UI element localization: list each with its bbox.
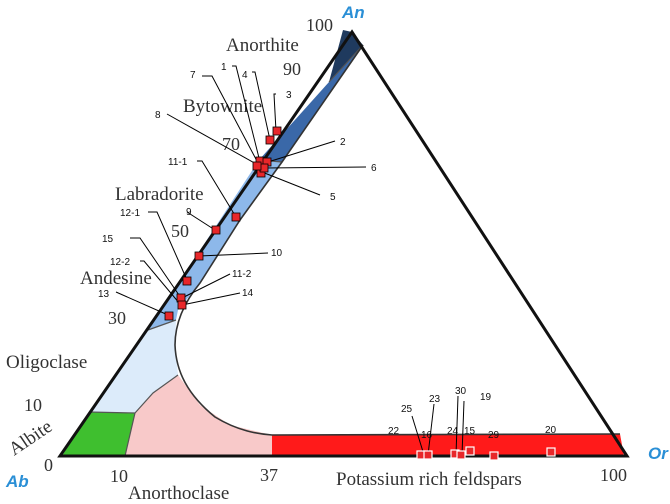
sample-label-3: 3: [286, 90, 292, 101]
ab-vertex-label: Ab: [5, 472, 29, 491]
sample-marker-4: [265, 135, 275, 145]
anorthoclase-label: Anorthoclase: [128, 483, 229, 504]
or-vertex-label: Or: [648, 444, 669, 463]
sample-marker-7: [252, 161, 262, 171]
labradorite-andesine-field: [148, 160, 282, 330]
sample-label-23: 23: [429, 394, 441, 405]
sample-label-9: 9: [186, 207, 192, 218]
sample-label-11-1: 11-1: [168, 157, 188, 168]
sample-label-12-2: 12-2: [110, 257, 130, 268]
sample-marker-3: [272, 126, 282, 136]
bytownite-label: Bytownite: [183, 96, 262, 117]
sample-label-13: 13: [98, 289, 110, 300]
sample-marker-20: [546, 447, 556, 457]
oligoclase-field: [89, 320, 178, 413]
base-tick-10: 10: [110, 466, 128, 486]
sample-label-15: 15: [102, 234, 114, 245]
sample-label-5: 5: [330, 192, 336, 203]
sample-marker-29: [489, 451, 499, 461]
sample-label-8: 8: [155, 110, 161, 121]
sample-label-6: 6: [371, 163, 377, 174]
albite-field: [62, 412, 135, 456]
sample-marker-14: [177, 300, 187, 310]
sample-label-20: 20: [545, 425, 557, 436]
albite-label: Albite: [5, 416, 56, 460]
k-feldspar-leader-lines: [411, 395, 465, 456]
sample-label-10: 10: [271, 248, 283, 259]
oligoclase-label: Oligoclase: [6, 352, 87, 373]
sample-marker-10: [194, 251, 204, 261]
bytownite-field: [259, 45, 363, 162]
miscibility-gap-curve: [174, 44, 621, 436]
sample-label-7: 7: [190, 70, 196, 81]
sample-marker-16: [423, 450, 433, 460]
an-tick-30: 30: [108, 308, 126, 328]
an-tick-10: 10: [24, 395, 42, 415]
plagioclase-sample-labels: 1 2 3 4 5 6 7 8 9 10 11-1 11-2 12-1 12-2…: [98, 62, 377, 300]
an-tick-70: 70: [222, 134, 240, 154]
potassium-feldspars-label: Potassium rich feldspars: [336, 469, 522, 490]
sample-label-2: 2: [340, 137, 346, 148]
sample-label-14: 14: [242, 288, 254, 299]
base-tick-100: 100: [600, 465, 627, 485]
sample-marker-9: [211, 225, 221, 235]
sample-label-1: 1: [221, 62, 227, 73]
sample-label-4: 4: [242, 70, 248, 81]
sample-label-19: 19: [480, 392, 492, 403]
an-vertex-label: An: [341, 3, 365, 22]
anorthoclase-field: [125, 375, 272, 456]
sample-marker-13: [164, 311, 174, 321]
sample-marker-15b: [465, 446, 475, 456]
sample-label-22: 22: [388, 426, 400, 437]
sample-label-15b: 15: [464, 426, 476, 437]
sample-marker-30: [456, 450, 466, 460]
ab-tick-0: 0: [44, 455, 53, 475]
plagioclase-leader-lines: [115, 65, 367, 316]
potassium-feldspar-field: [272, 434, 624, 456]
plagioclase-sample-markers: [164, 126, 282, 321]
sample-marker-11-1: [231, 212, 241, 222]
labradorite-label: Labradorite: [115, 184, 204, 205]
sample-label-29: 29: [488, 430, 500, 441]
an-tick-50: 50: [171, 221, 189, 241]
sample-label-25: 25: [401, 404, 413, 415]
k-feldspar-sample-markers: [416, 446, 556, 461]
anorthite-field: [329, 30, 363, 82]
sample-label-16: 16: [421, 430, 433, 441]
an-tick-100: 100: [306, 15, 333, 35]
anorthite-label: Anorthite: [226, 35, 299, 56]
sample-marker-12-1: [182, 276, 192, 286]
sample-label-11-2: 11-2: [232, 269, 252, 280]
base-tick-37: 37: [260, 465, 278, 485]
andesine-label: Andesine: [80, 268, 152, 289]
an-tick-90: 90: [283, 59, 301, 79]
ternary-triangle-outline: [57, 29, 630, 458]
sample-label-30: 30: [455, 386, 467, 397]
k-feldspar-sample-labels: 22 16 25 23 30 19 24 15 29 20: [388, 386, 557, 441]
sample-label-12-1: 12-1: [120, 208, 140, 219]
sample-label-24: 24: [447, 426, 459, 437]
